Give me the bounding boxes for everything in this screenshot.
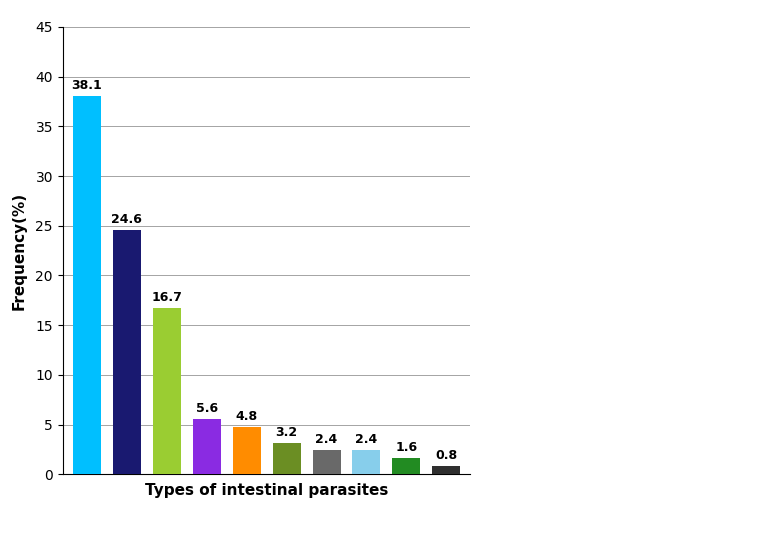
Bar	[113, 230, 140, 474]
Bar	[273, 443, 300, 474]
Legend: Entanmoeba histolytica, Ascaris lumbricoides, Hookworm species, Hymenolepsis nan: Entanmoeba histolytica, Ascaris lumbrico…	[485, 151, 748, 361]
Text: 2.4: 2.4	[355, 433, 378, 446]
Text: 3.2: 3.2	[275, 425, 298, 439]
Text: 0.8: 0.8	[435, 450, 458, 462]
Bar	[233, 426, 260, 474]
Text: 24.6: 24.6	[111, 213, 142, 226]
Text: 2.4: 2.4	[315, 433, 338, 446]
Bar	[313, 451, 340, 474]
Bar	[433, 466, 460, 474]
Text: 4.8: 4.8	[235, 410, 258, 423]
Bar	[153, 308, 180, 474]
Bar	[73, 95, 100, 474]
X-axis label: Types of intestinal parasites: Types of intestinal parasites	[145, 482, 388, 497]
Text: 16.7: 16.7	[151, 291, 182, 305]
Text: 1.6: 1.6	[395, 441, 418, 454]
Text: 5.6: 5.6	[195, 402, 218, 414]
Bar	[393, 458, 420, 474]
Text: 38.1: 38.1	[71, 79, 102, 92]
Bar	[193, 419, 220, 474]
Y-axis label: Frequency(%): Frequency(%)	[12, 191, 27, 310]
Bar	[353, 451, 380, 474]
